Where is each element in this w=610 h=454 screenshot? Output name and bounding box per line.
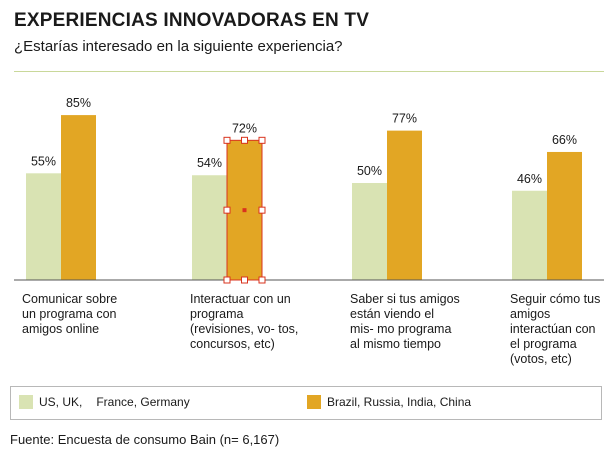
- legend-item-series-1: US, UK, France, Germany: [19, 395, 190, 409]
- data-label-series-1-cat-4: 46%: [517, 172, 542, 186]
- category-label-4: Seguir cómo tus amigos interactúan con e…: [510, 292, 601, 366]
- chart-subtitle: ¿Estarías interesado en la siguiente exp…: [14, 38, 343, 55]
- category-label-2: Interactuar con un programa (revisiones,…: [190, 292, 299, 351]
- legend-label-series-1a: US, UK,: [39, 395, 83, 409]
- selection-center-handle[interactable]: [242, 208, 247, 213]
- source-note: Fuente: Encuesta de consumo Bain (n= 6,1…: [10, 432, 280, 447]
- legend-label-series-1b: France, Germany: [96, 395, 190, 409]
- data-label-series-1-cat-2: 54%: [197, 156, 222, 170]
- data-label-series-1-cat-3: 50%: [357, 164, 382, 178]
- resize-handle-7[interactable]: [241, 276, 248, 284]
- legend-item-series-2: Brazil, Russia, India, China: [307, 395, 471, 409]
- bar-series-2-cat-4[interactable]: [547, 151, 582, 280]
- bar-series-1-cat-2[interactable]: [192, 175, 227, 280]
- title-rule: [14, 71, 604, 72]
- category-label-3: Saber si tus amigos están viendo el mis-…: [350, 292, 460, 351]
- resize-handle-6[interactable]: [223, 276, 231, 284]
- bar-series-1-cat-4[interactable]: [512, 190, 547, 280]
- category-label-1: Comunicar sobre un programa con amigos o…: [22, 292, 118, 336]
- data-label-series-2-cat-4: 66%: [552, 133, 577, 147]
- bar-series-2-cat-3[interactable]: [387, 130, 422, 280]
- resize-handle-3[interactable]: [258, 136, 266, 144]
- legend-swatch-series-1: [19, 395, 33, 409]
- resize-handle-5[interactable]: [258, 206, 266, 214]
- chart-title: EXPERIENCIAS INNOVADORAS EN TV: [14, 10, 370, 31]
- resize-handle-1[interactable]: [223, 136, 231, 144]
- bar-chart: 55% 54% 50% 46% 85% 72% 77% 66%: [14, 96, 604, 284]
- bar-series-2-cat-1[interactable]: [61, 115, 96, 280]
- bar-series-1-cat-3[interactable]: [352, 183, 387, 280]
- data-label-series-2-cat-2: 72%: [232, 121, 257, 135]
- resize-handle-2[interactable]: [241, 136, 248, 144]
- data-label-series-2-cat-3: 77%: [392, 112, 417, 126]
- legend: US, UK, France, Germany Brazil, Russia, …: [10, 386, 602, 420]
- resize-handle-4[interactable]: [223, 206, 231, 214]
- data-label-series-2-cat-1: 85%: [66, 96, 91, 110]
- bar-series-1-cat-1[interactable]: [26, 173, 61, 280]
- resize-handle-8[interactable]: [258, 276, 266, 284]
- legend-swatch-series-2: [307, 395, 321, 409]
- legend-label-series-2: Brazil, Russia, India, China: [327, 395, 472, 409]
- data-label-series-1-cat-1: 55%: [31, 154, 56, 168]
